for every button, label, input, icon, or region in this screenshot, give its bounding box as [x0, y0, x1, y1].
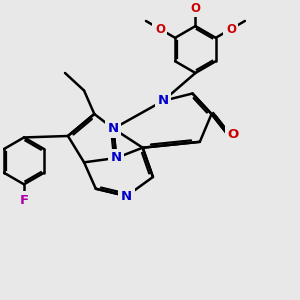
Text: O: O [227, 128, 239, 141]
Text: O: O [190, 2, 200, 15]
Text: O: O [155, 22, 165, 35]
Text: N: N [121, 190, 132, 202]
Text: N: N [108, 122, 119, 135]
Text: N: N [158, 94, 169, 107]
Text: N: N [111, 152, 122, 164]
Text: O: O [226, 22, 236, 35]
Text: F: F [20, 194, 28, 207]
